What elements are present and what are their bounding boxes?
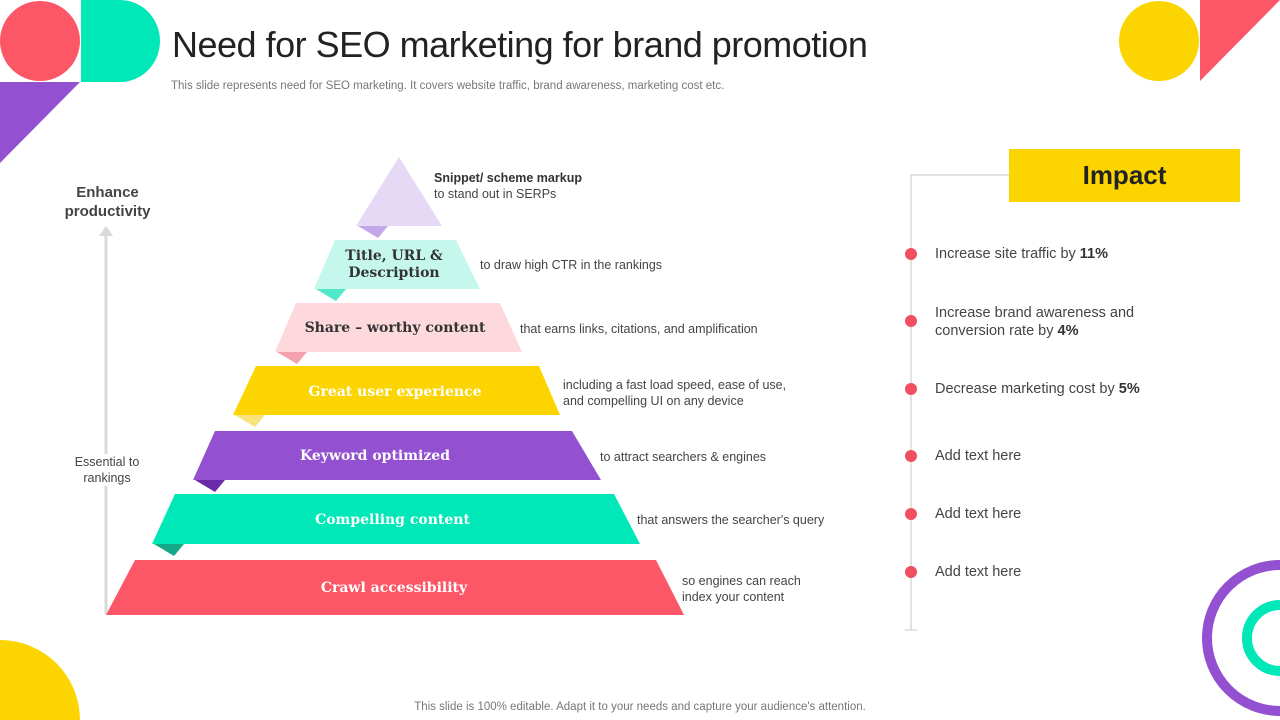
slide-footer: This slide is 100% editable. Adapt it to…: [414, 701, 866, 713]
pyramid-layer-5: [152, 494, 640, 544]
slide-title: Need for SEO marketing for brand promoti…: [172, 24, 868, 65]
layer-label-keyword: Keyword optimized: [299, 448, 451, 464]
layer-desc-snippet-title: Snippet/ scheme markup: [434, 171, 582, 185]
layer-desc-snippet: Snippet/ scheme markup to stand out in S…: [434, 170, 582, 202]
axis-mid-label: Essential to rankings: [57, 454, 157, 486]
decor-red-triangle: [1200, 0, 1280, 81]
axis-top-label: Enhance productivity: [64, 184, 151, 220]
layer-desc-compelling: that answers the searcher's query: [637, 513, 825, 527]
decor-teal-ring: [1242, 600, 1280, 676]
pyramid-layer-6: [106, 560, 684, 615]
pyramid-layer-3: [233, 366, 560, 415]
impact-item-text: Add text here: [935, 506, 1022, 522]
impact-item: Increase site traffic by 11%: [935, 245, 1108, 263]
pyramid-fold-3: [235, 415, 265, 427]
layer-desc-crawl: so engines can reach index your content: [682, 574, 801, 604]
decor-purple-triangle: [0, 82, 80, 163]
pyramid-fold-5: [154, 544, 184, 556]
decor-purple-ring: [1202, 560, 1280, 716]
impact-bullet-icon: [905, 450, 917, 462]
decor-teal-halfcircle: [81, 0, 160, 82]
impact-heading: Impact: [1009, 149, 1240, 202]
layer-label-crawl: Crawl accessibility: [320, 580, 468, 596]
decor-yellow-circle: [1119, 1, 1199, 81]
impact-bullet-icon: [905, 566, 917, 578]
pyramid-fold-2: [277, 352, 307, 364]
decor-yellow-quarter: [0, 640, 80, 720]
impact-timeline-line: [910, 174, 1009, 630]
pyramid-fold-1: [316, 289, 346, 301]
layer-desc-share: that earns links, citations, and amplifi…: [520, 322, 758, 336]
layer-desc-keyword: to attract searchers & engines: [600, 450, 767, 464]
decor-red-circle: [0, 1, 80, 81]
pyramid-layer-4: [193, 431, 601, 480]
slide-subtitle: This slide represents need for SEO marke…: [171, 80, 725, 92]
impact-bullet-icon: [905, 383, 917, 395]
impact-bullet-icon: [905, 248, 917, 260]
impact-item: Decrease marketing cost by 5%: [935, 380, 1140, 398]
impact-item-value: 5%: [1118, 381, 1140, 397]
impact-item-text: Increase brand awareness and conversion …: [935, 305, 1135, 339]
impact-item-text: Decrease marketing cost by: [935, 381, 1119, 397]
pyramid-fold-0: [358, 226, 388, 238]
layer-label-title-url: Title, URL & Description: [345, 248, 443, 281]
layer-desc-ux: including a fast load speed, ease of use…: [563, 378, 787, 408]
pyramid-layer-2: [275, 303, 522, 352]
impact-item: Add text here: [935, 447, 1021, 465]
impact-item-value: 4%: [1057, 323, 1079, 339]
layer-label-share: Share – worthy content: [304, 320, 486, 336]
impact-bullet-icon: [905, 315, 917, 327]
pyramid: [106, 157, 684, 615]
impact-item: Increase brand awareness and conversion …: [935, 304, 1150, 340]
pyramid-layer-1: [314, 240, 480, 289]
impact-item-value: 11%: [1079, 246, 1109, 262]
layer-label-compelling: Compelling content: [315, 512, 470, 528]
impact-item-text: Add text here: [935, 564, 1022, 580]
impact-item-text: Add text here: [935, 448, 1022, 464]
pyramid-layer-0: [356, 157, 442, 226]
layer-desc-snippet-text: to stand out in SERPs: [434, 187, 557, 201]
impact-bullet-icon: [905, 508, 917, 520]
layer-label-ux: Great user experience: [308, 384, 482, 400]
impact-item: Add text here: [935, 563, 1021, 581]
impact-item: Add text here: [935, 505, 1021, 523]
layer-desc-title-url: to draw high CTR in the rankings: [480, 258, 663, 272]
impact-item-text: Increase site traffic by: [935, 246, 1080, 262]
pyramid-fold-4: [195, 480, 225, 492]
axis-arrow-head: [99, 226, 113, 236]
